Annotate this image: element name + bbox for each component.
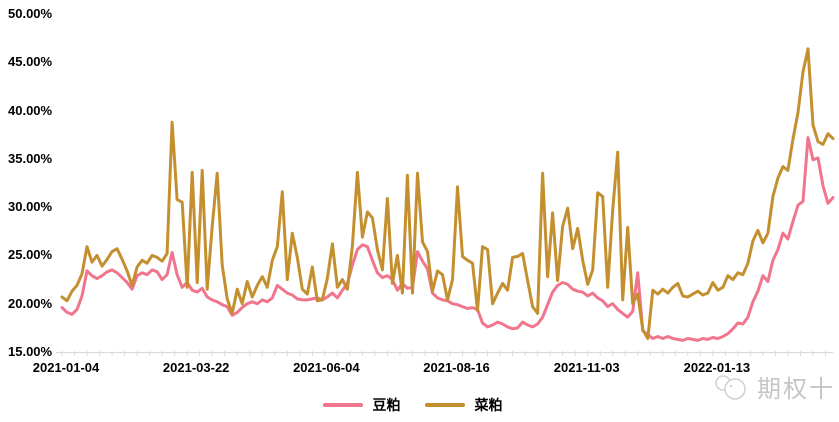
y-axis-label: 30.00% xyxy=(8,199,53,215)
legend-swatch-doupo xyxy=(322,403,363,407)
y-axis-label: 35.00% xyxy=(8,150,53,166)
y-axis-label: 40.00% xyxy=(8,102,53,118)
chart-legend: 豆粕 菜粕 xyxy=(0,395,839,415)
y-axis-label: 25.00% xyxy=(8,247,53,263)
y-axis-label: 20.00% xyxy=(8,295,53,311)
legend-label-doupo: 豆粕 xyxy=(372,397,401,413)
legend-label-caipo: 菜粕 xyxy=(474,397,503,413)
x-axis-label: 2021-03-22 xyxy=(162,360,230,375)
x-axis-label: 2021-08-16 xyxy=(423,360,490,375)
legend-swatch-caipo xyxy=(424,403,465,407)
x-axis-label: 2021-06-04 xyxy=(293,360,360,375)
x-axis-label: 2022-01-13 xyxy=(683,360,751,375)
x-axis-label: 2021-01-04 xyxy=(32,360,100,375)
y-axis-label: 50.00% xyxy=(8,6,53,21)
watermark-logo-icon xyxy=(715,374,746,400)
watermark-text: 期权十 xyxy=(757,376,835,403)
y-axis-label: 45.00% xyxy=(8,54,53,70)
watermark: 期权十 xyxy=(711,369,835,404)
y-axis-label: 15.00% xyxy=(8,344,53,359)
x-axis-label: 2021-11-03 xyxy=(553,360,620,375)
